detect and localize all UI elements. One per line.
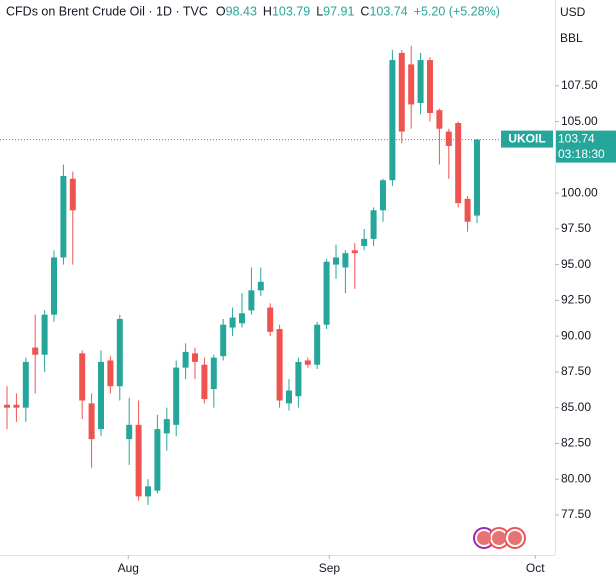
candle-body	[379, 180, 386, 211]
candle-body	[351, 250, 358, 254]
candle-body	[32, 347, 39, 355]
candle-body	[41, 314, 48, 355]
candle-body	[144, 486, 151, 497]
candle-body	[314, 324, 321, 365]
symbol-tag: UKOIL	[508, 131, 545, 145]
y-tick-label: 80.00	[561, 471, 591, 485]
candle-body	[191, 353, 198, 362]
candle-body	[210, 357, 217, 390]
symbol-title: CFDs on Brent Crude Oil · 1D · TVC	[6, 4, 208, 18]
change: +5.20 (+5.28%)	[414, 4, 500, 18]
ohlc-label: H	[263, 4, 272, 18]
currency[interactable]: USD	[560, 5, 586, 19]
candle-body	[248, 290, 255, 311]
candle-body	[238, 313, 245, 324]
currency-box[interactable]	[558, 2, 612, 24]
ohlc-value: 98.43	[226, 4, 257, 18]
candle-body	[276, 328, 283, 401]
candle-body	[332, 257, 339, 265]
ohlc-value: 103.74	[369, 4, 407, 18]
candle-body	[408, 64, 415, 105]
candle-body	[116, 318, 123, 387]
candle-body	[267, 307, 274, 332]
y-tick-label: 87.50	[561, 364, 591, 378]
candle-body	[69, 178, 76, 211]
y-tick-label: 100.00	[561, 185, 598, 199]
candle-body	[154, 429, 161, 491]
last-price: 103.74	[558, 131, 595, 145]
y-tick-label: 85.00	[561, 400, 591, 414]
candle-body	[201, 364, 208, 400]
price-tag-box	[556, 130, 616, 163]
candle-body	[22, 361, 29, 408]
y-tick-label: 92.50	[561, 293, 591, 307]
y-tick-label: 82.50	[561, 436, 591, 450]
candle-body	[4, 404, 11, 408]
candle-body	[445, 131, 452, 146]
candle-body	[473, 139, 480, 216]
candle-body	[417, 60, 424, 103]
candle-body	[389, 60, 396, 181]
candle-body	[88, 403, 95, 440]
y-tick-label: 77.50	[561, 507, 591, 521]
countdown: 03:18:30	[558, 147, 605, 161]
candle-body	[455, 123, 462, 204]
x-tick-label: Aug	[118, 561, 139, 575]
ohlc-value: 103.79	[272, 4, 310, 18]
candle-body	[182, 351, 189, 368]
candle-body	[79, 353, 86, 401]
header: CFDs on Brent Crude Oil · 1D · TVC O 98.43…	[6, 4, 500, 18]
candle-body	[107, 360, 114, 387]
y-tick-label: 97.50	[561, 221, 591, 235]
candle-body	[51, 257, 58, 315]
ohlc-value: 97.91	[323, 4, 354, 18]
symbol-tag-box	[501, 130, 553, 148]
candle-body	[370, 210, 377, 239]
candle-body	[229, 317, 236, 328]
unit[interactable]: BBL	[560, 31, 583, 45]
candle-body	[342, 253, 349, 268]
candle-body	[426, 60, 433, 114]
candle-body	[126, 424, 133, 440]
candle-body	[304, 360, 311, 365]
candle-body	[173, 367, 180, 425]
candle-body	[220, 324, 227, 357]
ohlc-label: L	[316, 4, 323, 18]
candle-body	[163, 419, 170, 434]
y-tick-label: 95.00	[561, 257, 591, 271]
candle-body	[398, 52, 405, 132]
candle-body	[257, 281, 264, 291]
event-icons	[473, 527, 526, 549]
candle-body	[135, 424, 142, 497]
candle-body	[361, 238, 368, 247]
candle-body	[285, 390, 292, 404]
x-tick-label: Oct	[526, 561, 545, 575]
y-tick-label: 107.50	[561, 78, 598, 92]
candle-body	[323, 261, 330, 325]
candle-body	[60, 175, 67, 258]
candle-body	[464, 198, 471, 222]
ohlc-label: C	[360, 4, 369, 18]
x-tick-label: Sep	[319, 561, 341, 575]
ohlc-label: O	[216, 4, 226, 18]
y-tick-label: 90.00	[561, 328, 591, 342]
candle-body	[295, 361, 302, 397]
candle-body	[13, 404, 20, 408]
y-tick-label: 105.00	[561, 114, 598, 128]
candle-body	[97, 361, 104, 430]
candle-body	[436, 110, 443, 129]
